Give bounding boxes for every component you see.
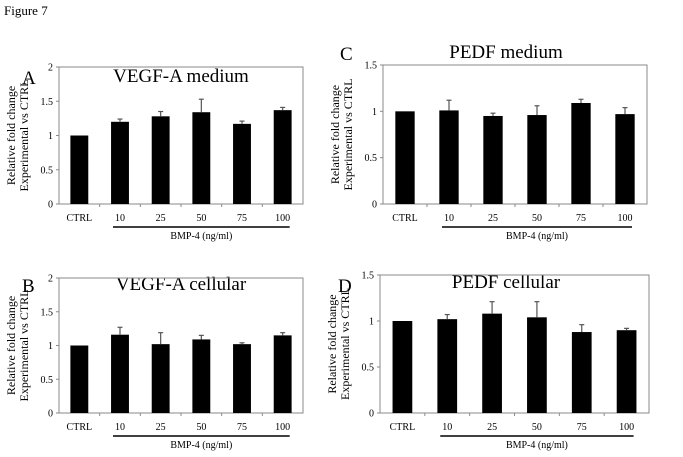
panel-c-ytick-label: 1.5 bbox=[365, 61, 378, 72]
panel-d-letter: D bbox=[338, 276, 352, 297]
panel-d-xtick-label: 10 bbox=[442, 422, 452, 433]
panel-c-title: PEDF medium bbox=[449, 42, 563, 63]
panel-c-xlabel: BMP-4 (ng/ml) bbox=[506, 231, 568, 242]
panel-a-xtick-label: CTRL bbox=[67, 213, 93, 224]
panel-b-ytick-label: 0 bbox=[48, 409, 53, 420]
panel-b-ylabel-line: Relative fold change bbox=[4, 296, 18, 395]
panel-d-xtick-label: 25 bbox=[487, 422, 497, 433]
panel-c-xtick-label: 10 bbox=[444, 213, 454, 224]
panel-d-bar-100 bbox=[616, 330, 637, 413]
panel-d-xtick-label: 75 bbox=[577, 422, 587, 433]
panel-d-ytick-label: 0 bbox=[369, 409, 374, 420]
panel-b-xlabel: BMP-4 (ng/ml) bbox=[170, 440, 232, 451]
panel-b-ylabel-line: Experimental vs CTRL bbox=[17, 290, 31, 402]
panel-a-ytick-label: 1 bbox=[48, 131, 53, 142]
panel-a-ytick-label: 0 bbox=[48, 200, 53, 211]
panel-b-bar-10 bbox=[111, 334, 129, 413]
panel-b-bar-75 bbox=[233, 344, 251, 413]
panel-a-letter: A bbox=[22, 68, 36, 89]
panel-a-xtick-label: 10 bbox=[115, 213, 125, 224]
panel-b-xtick-label: CTRL bbox=[67, 422, 93, 433]
panel-d-xtick-label: CTRL bbox=[390, 422, 416, 433]
panel-b-letter: B bbox=[22, 276, 35, 297]
panel-c-ylabel-line: Relative fold change bbox=[328, 85, 342, 184]
panel-c-bar-50 bbox=[527, 115, 547, 204]
panel-d-bar-25 bbox=[482, 313, 502, 413]
panel-c-xtick-label: 100 bbox=[618, 213, 633, 224]
panel-a-bar-100 bbox=[273, 110, 292, 204]
panel-c-ytick-label: 0 bbox=[372, 200, 377, 211]
panel-d-title: PEDF cellular bbox=[452, 272, 561, 293]
panel-c-xtick-label: CTRL bbox=[392, 213, 418, 224]
panel-b-xtick-label: 100 bbox=[275, 422, 290, 433]
panel-d-bar-ctrl bbox=[392, 321, 413, 413]
panel-d-ytick-label: 0.5 bbox=[362, 363, 375, 374]
panel-c-plot-frame bbox=[382, 64, 648, 205]
panel-b-xtick-label: 10 bbox=[115, 422, 125, 433]
panel-a-bar-10 bbox=[111, 121, 129, 204]
panel-a-ytick-label: 1.5 bbox=[41, 97, 54, 108]
panel-a-xtick-label: 25 bbox=[156, 213, 166, 224]
panel-a-xlabel: BMP-4 (ng/ml) bbox=[170, 231, 232, 242]
panel-d-ytick-label: 1.5 bbox=[362, 271, 375, 282]
panel-c-ylabel-line: Experimental vs CTRL bbox=[341, 79, 355, 191]
panel-a-xtick-label: 50 bbox=[196, 213, 206, 224]
panel-b-xtick-label: 75 bbox=[237, 422, 247, 433]
panel-b-bar-50 bbox=[192, 339, 211, 413]
panel-d-xtick-label: 100 bbox=[619, 422, 634, 433]
panel-b-plot-frame bbox=[58, 277, 304, 414]
panel-c-bar-25 bbox=[483, 115, 503, 204]
panel-c-xtick-label: 25 bbox=[488, 213, 498, 224]
panel-b-ytick-label: 1.5 bbox=[41, 307, 54, 318]
panel-b-ytick-label: 2 bbox=[48, 274, 53, 285]
figure-title: Figure 7 bbox=[4, 3, 48, 18]
panel-b-bar-ctrl bbox=[70, 345, 89, 413]
panel-b-bar-25 bbox=[151, 344, 170, 413]
panel-a-bar-50 bbox=[192, 112, 211, 204]
panel-d-bar-10 bbox=[437, 319, 458, 413]
panel-d-xlabel: BMP-4 (ng/ml) bbox=[506, 440, 568, 451]
panel-d-ylabel-line: Experimental vs CTRL bbox=[338, 288, 352, 400]
panel-d-ytick-label: 1 bbox=[369, 317, 374, 328]
panel-b-xtick-label: 50 bbox=[196, 422, 206, 433]
panel-c-letter: C bbox=[340, 44, 353, 65]
panel-c-ytick-label: 0.5 bbox=[365, 153, 378, 164]
panel-b-title: VEGF-A cellular bbox=[116, 274, 247, 295]
panel-a-ylabel-line: Relative fold change bbox=[4, 86, 18, 185]
panel-d-bar-75 bbox=[571, 332, 592, 413]
panel-a-bar-75 bbox=[233, 123, 251, 204]
panel-a-ylabel-line: Experimental vs CTRL bbox=[17, 80, 31, 192]
panel-a-ytick-label: 0.5 bbox=[41, 165, 54, 176]
panel-a-bar-ctrl bbox=[70, 135, 89, 204]
panel-c-bar-ctrl bbox=[395, 111, 415, 204]
panel-b-xtick-label: 25 bbox=[156, 422, 166, 433]
panel-a-xtick-label: 100 bbox=[275, 213, 290, 224]
panel-d-xtick-label: 50 bbox=[532, 422, 542, 433]
panel-a-xtick-label: 75 bbox=[237, 213, 247, 224]
panel-c-ytick-label: 1 bbox=[372, 107, 377, 118]
panel-c-bar-10 bbox=[439, 110, 459, 204]
panel-c-bar-100 bbox=[615, 114, 635, 204]
panel-a-title: VEGF-A medium bbox=[113, 66, 249, 87]
panel-c-xtick-label: 50 bbox=[532, 213, 542, 224]
panel-c-bar-75 bbox=[571, 102, 591, 204]
panel-a-ytick-label: 2 bbox=[48, 63, 53, 74]
panel-b-ytick-label: 1 bbox=[48, 341, 53, 352]
panel-d-plot-frame bbox=[379, 274, 650, 414]
panel-d-ylabel-line: Relative fold change bbox=[325, 294, 339, 393]
panel-d-bar-50 bbox=[527, 317, 547, 413]
panel-a-bar-25 bbox=[151, 116, 170, 204]
panel-b-ytick-label: 0.5 bbox=[41, 375, 54, 386]
panel-a-plot-frame bbox=[58, 66, 304, 205]
panel-b-bar-100 bbox=[273, 335, 292, 413]
panel-c-xtick-label: 75 bbox=[576, 213, 586, 224]
